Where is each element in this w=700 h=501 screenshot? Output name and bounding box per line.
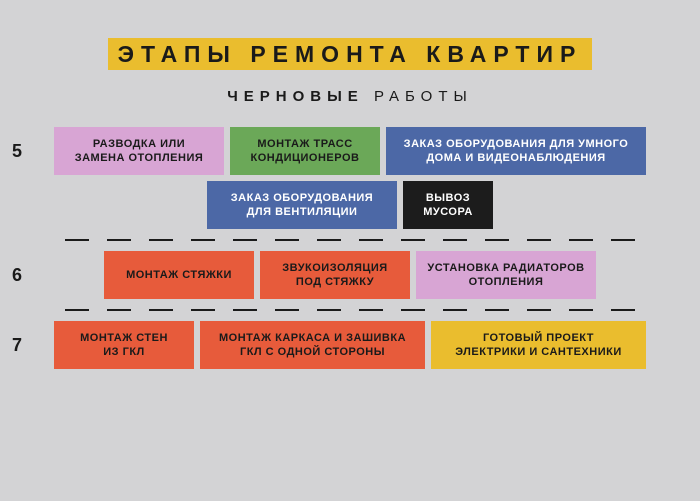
- stage-box: МОНТАЖ СТЯЖКИ: [104, 251, 254, 299]
- stage-box: МОНТАЖ ТРАССКОНДИЦИОНЕРОВ: [230, 127, 380, 175]
- divider-dash: [191, 239, 215, 241]
- stage-box: ГОТОВЫЙ ПРОЕКТЭЛЕКТРИКИ И САНТЕХНИКИ: [431, 321, 646, 369]
- stage: 6МОНТАЖ СТЯЖКИЗВУКОИЗОЛЯЦИЯПОД СТЯЖКУУСТ…: [40, 251, 660, 299]
- stage-number: 7: [12, 335, 22, 356]
- infographic-page: ЭТАПЫ РЕМОНТА КВАРТИР ЧЕРНОВЫЕ РАБОТЫ 5Р…: [0, 0, 700, 409]
- stage-box: МОНТАЖ КАРКАСА И ЗАШИВКАГКЛ С ОДНОЙ СТОР…: [200, 321, 425, 369]
- stage-box: ВЫВОЗМУСОРА: [403, 181, 493, 229]
- stage-row: МОНТАЖ СТЕНИЗ ГКЛМОНТАЖ КАРКАСА И ЗАШИВК…: [40, 321, 660, 369]
- stage-divider: [40, 239, 660, 241]
- stages-container: 5РАЗВОДКА ИЛИЗАМЕНА ОТОПЛЕНИЯМОНТАЖ ТРАС…: [40, 127, 660, 369]
- divider-dash: [443, 239, 467, 241]
- stage: 5РАЗВОДКА ИЛИЗАМЕНА ОТОПЛЕНИЯМОНТАЖ ТРАС…: [40, 127, 660, 229]
- divider-dash: [317, 309, 341, 311]
- divider-dash: [527, 309, 551, 311]
- divider-dash: [485, 239, 509, 241]
- divider-dash: [233, 309, 257, 311]
- stage: 7МОНТАЖ СТЕНИЗ ГКЛМОНТАЖ КАРКАСА И ЗАШИВ…: [40, 321, 660, 369]
- stage-box: УСТАНОВКА РАДИАТОРОВОТОПЛЕНИЯ: [416, 251, 596, 299]
- subtitle-regular: РАБОТЫ: [374, 88, 473, 105]
- divider-dash: [569, 309, 593, 311]
- divider-dash: [275, 309, 299, 311]
- page-subtitle: ЧЕРНОВЫЕ РАБОТЫ: [40, 88, 660, 105]
- divider-dash: [611, 239, 635, 241]
- divider-dash: [569, 239, 593, 241]
- stage-box: МОНТАЖ СТЕНИЗ ГКЛ: [54, 321, 194, 369]
- divider-dash: [275, 239, 299, 241]
- divider-dash: [611, 309, 635, 311]
- divider-dash: [107, 309, 131, 311]
- stage-box: ЗВУКОИЗОЛЯЦИЯПОД СТЯЖКУ: [260, 251, 410, 299]
- divider-dash: [107, 239, 131, 241]
- divider-dash: [149, 309, 173, 311]
- stage-box: РАЗВОДКА ИЛИЗАМЕНА ОТОПЛЕНИЯ: [54, 127, 224, 175]
- stage-divider: [40, 309, 660, 311]
- stage-row: МОНТАЖ СТЯЖКИЗВУКОИЗОЛЯЦИЯПОД СТЯЖКУУСТА…: [40, 251, 660, 299]
- divider-dash: [485, 309, 509, 311]
- divider-dash: [65, 309, 89, 311]
- stage-number: 6: [12, 265, 22, 286]
- divider-dash: [317, 239, 341, 241]
- stage-box: ЗАКАЗ ОБОРУДОВАНИЯ ДЛЯ УМНОГОДОМА И ВИДЕ…: [386, 127, 646, 175]
- page-title: ЭТАПЫ РЕМОНТА КВАРТИР: [108, 38, 593, 70]
- stage-box: ЗАКАЗ ОБОРУДОВАНИЯДЛЯ ВЕНТИЛЯЦИИ: [207, 181, 397, 229]
- stage-row: ЗАКАЗ ОБОРУДОВАНИЯДЛЯ ВЕНТИЛЯЦИИВЫВОЗМУС…: [40, 181, 660, 229]
- stage-number: 5: [12, 141, 22, 162]
- divider-dash: [149, 239, 173, 241]
- subtitle-bold: ЧЕРНОВЫЕ: [227, 88, 364, 105]
- divider-dash: [359, 309, 383, 311]
- stage-row: РАЗВОДКА ИЛИЗАМЕНА ОТОПЛЕНИЯМОНТАЖ ТРАСС…: [40, 127, 660, 175]
- divider-dash: [233, 239, 257, 241]
- divider-dash: [401, 239, 425, 241]
- divider-dash: [359, 239, 383, 241]
- divider-dash: [401, 309, 425, 311]
- divider-dash: [65, 239, 89, 241]
- divider-dash: [443, 309, 467, 311]
- divider-dash: [191, 309, 215, 311]
- title-wrap: ЭТАПЫ РЕМОНТА КВАРТИР: [40, 38, 660, 70]
- divider-dash: [527, 239, 551, 241]
